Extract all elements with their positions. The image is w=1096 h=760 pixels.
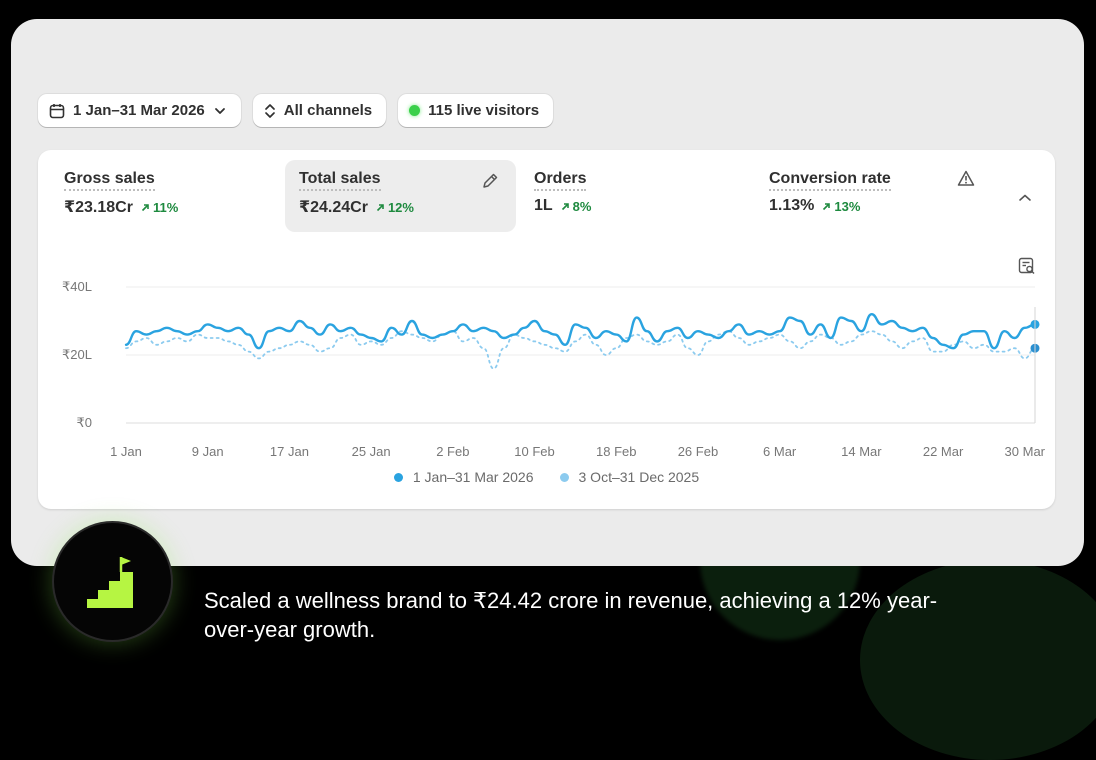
pencil-icon[interactable] bbox=[481, 172, 499, 195]
legend-item-current[interactable]: 1 Jan–31 Mar 2026 bbox=[393, 469, 534, 485]
metric-title: Orders bbox=[534, 170, 587, 191]
legend-label: 3 Oct–31 Dec 2025 bbox=[578, 469, 700, 485]
x-tick-label: 10 Feb bbox=[514, 444, 554, 459]
channels-button[interactable]: All channels bbox=[252, 94, 387, 127]
report-search-icon[interactable] bbox=[1018, 257, 1036, 280]
chart-grid bbox=[126, 286, 1035, 424]
stairs-flag-badge bbox=[54, 523, 171, 640]
live-indicator-dot bbox=[409, 105, 421, 116]
legend-label: 1 Jan–31 Mar 2026 bbox=[412, 469, 534, 485]
metric-change: 8% bbox=[561, 198, 592, 214]
chevron-down-icon bbox=[213, 104, 227, 118]
legend-dot bbox=[393, 472, 403, 482]
metric-value: 1.13% bbox=[769, 197, 815, 214]
x-tick-label: 1 Jan bbox=[110, 444, 142, 459]
metric-title: Total sales bbox=[299, 170, 381, 191]
analytics-panel: Gross sales ₹23.18Cr 11% Total sales ₹24… bbox=[38, 150, 1055, 509]
chart-legend: 1 Jan–31 Mar 2026 3 Oct–31 Dec 2025 bbox=[38, 469, 1055, 485]
trend-up-icon bbox=[561, 202, 569, 210]
channels-label: All channels bbox=[283, 102, 373, 119]
x-tick-label: 26 Feb bbox=[678, 444, 718, 459]
y-tick-label: ₹20L bbox=[62, 347, 92, 362]
metric-value: 1L bbox=[534, 197, 553, 214]
x-tick-label: 22 Mar bbox=[923, 444, 964, 459]
metric-total-sales[interactable]: Total sales ₹24.24Cr 12% bbox=[285, 160, 516, 232]
x-tick-label: 14 Mar bbox=[841, 444, 882, 459]
trend-up-icon bbox=[823, 202, 831, 210]
x-tick-label: 18 Feb bbox=[596, 444, 636, 459]
x-axis: 1 Jan 9 Jan 17 Jan 25 Jan 2 Feb 10 Feb 18 Feb 2… bbox=[110, 444, 1046, 459]
calendar-icon bbox=[49, 103, 65, 119]
metric-change: 13% bbox=[822, 199, 860, 214]
x-tick-label: 17 Jan bbox=[270, 444, 309, 459]
metric-change-value: 12% bbox=[387, 199, 414, 215]
live-visitors-button[interactable]: 115 live visitors bbox=[398, 94, 554, 127]
live-visitors-label: 115 live visitors bbox=[428, 102, 540, 119]
metric-gross-sales[interactable]: Gross sales ₹23.18Cr 11% bbox=[50, 160, 266, 232]
metric-change-value: 11% bbox=[152, 199, 179, 215]
legend-dot bbox=[559, 472, 569, 482]
x-tick-label: 6 Mar bbox=[763, 444, 797, 459]
trend-up-icon bbox=[376, 203, 384, 211]
metric-change-value: 8% bbox=[572, 198, 592, 214]
y-tick-label: ₹40L bbox=[62, 279, 92, 294]
sort-arrows-icon bbox=[264, 103, 276, 119]
x-tick-label: 9 Jan bbox=[192, 444, 224, 459]
date-range-label: 1 Jan–31 Mar 2026 bbox=[73, 102, 205, 119]
trend-up-icon bbox=[141, 203, 149, 211]
metric-value: ₹24.24Cr bbox=[299, 199, 368, 216]
metric-orders[interactable]: Orders 1L 8% bbox=[520, 160, 736, 232]
sales-line-chart: ₹40L ₹20L ₹0 1 Jan 9 Jan 17 Jan 25 Jan 2 Feb 10… bbox=[62, 279, 1046, 459]
series-line-current bbox=[124, 313, 1037, 350]
x-tick-label: 30 Mar bbox=[1005, 444, 1046, 459]
warning-triangle-icon[interactable] bbox=[957, 170, 975, 192]
x-tick-label: 2 Feb bbox=[436, 444, 469, 459]
metric-change: 12% bbox=[376, 200, 414, 215]
stairs-flag-icon bbox=[87, 557, 133, 608]
date-range-button[interactable]: 1 Jan–31 Mar 2026 bbox=[38, 94, 241, 127]
metric-change: 11% bbox=[141, 200, 178, 215]
metric-conversion-rate[interactable]: Conversion rate 1.13% 13% bbox=[755, 160, 971, 232]
chevron-up-icon[interactable] bbox=[1018, 190, 1032, 208]
x-tick-label: 25 Jan bbox=[352, 444, 391, 459]
legend-item-previous[interactable]: 3 Oct–31 Dec 2025 bbox=[559, 469, 700, 485]
metric-title: Conversion rate bbox=[769, 170, 891, 191]
metric-title: Gross sales bbox=[64, 170, 155, 191]
metric-change-value: 13% bbox=[834, 198, 861, 214]
dashboard-card: 1 Jan–31 Mar 2026 All channels 115 live … bbox=[11, 19, 1084, 566]
metric-value: ₹23.18Cr bbox=[64, 199, 133, 216]
y-axis: ₹40L ₹20L ₹0 bbox=[62, 279, 92, 430]
y-tick-label: ₹0 bbox=[76, 415, 92, 430]
filter-bar: 1 Jan–31 Mar 2026 All channels 115 live … bbox=[38, 94, 554, 127]
series-line-previous bbox=[125, 330, 1036, 370]
chart-lines bbox=[124, 307, 1040, 423]
caption-text: Scaled a wellness brand to ₹24.42 crore … bbox=[204, 588, 938, 642]
